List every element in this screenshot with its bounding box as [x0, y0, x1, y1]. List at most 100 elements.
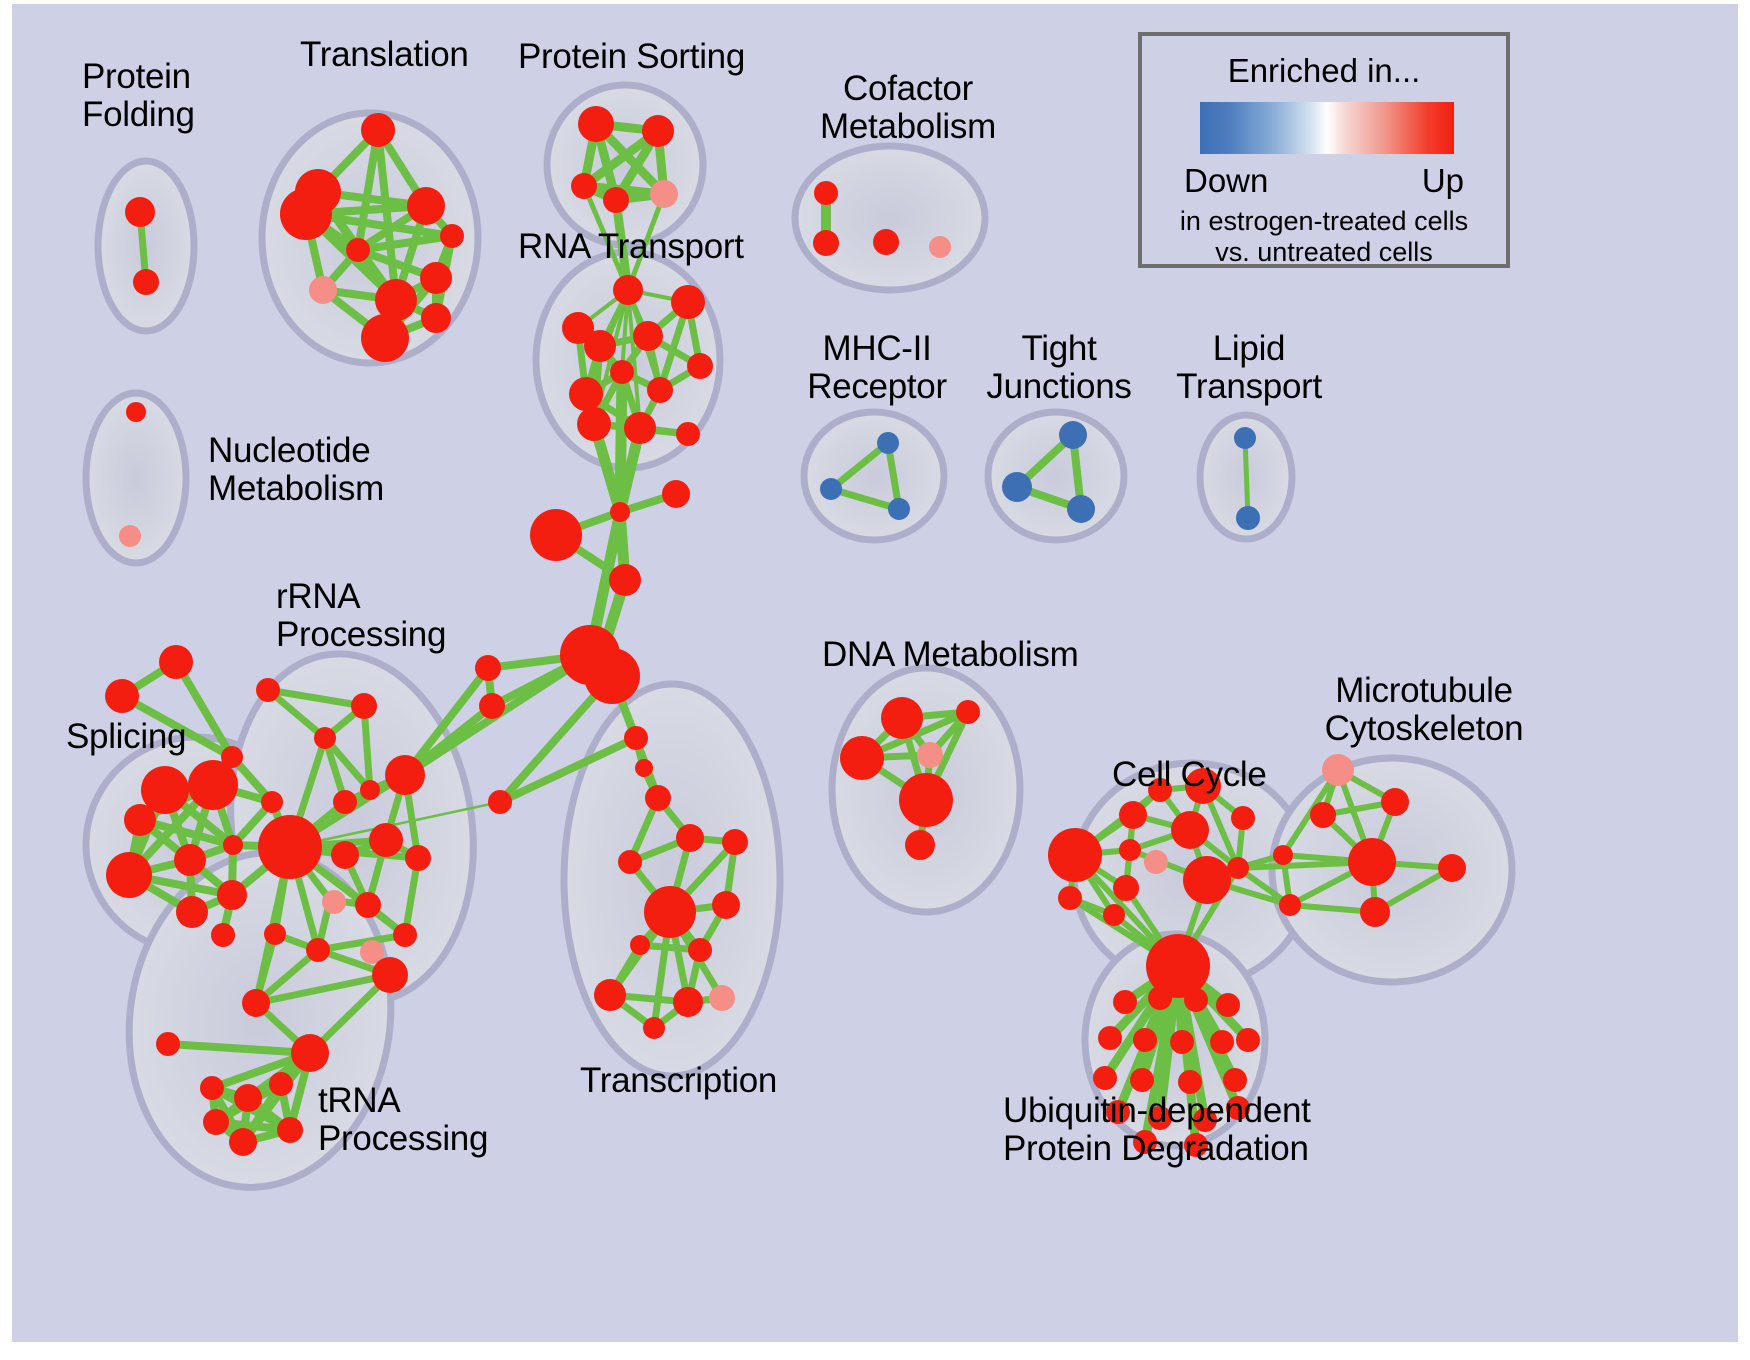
node-up: [261, 791, 283, 813]
node-up: [1133, 1130, 1157, 1154]
node-up: [1148, 1106, 1172, 1130]
node-up: [1193, 1108, 1217, 1132]
edge: [827, 439, 892, 493]
node-up: [956, 700, 980, 724]
node-up: [475, 655, 501, 681]
node-up: [421, 303, 451, 333]
node-up: [643, 1017, 665, 1039]
node-up: [174, 844, 206, 876]
node-up: [234, 1084, 262, 1112]
node-up: [673, 987, 703, 1017]
cluster-label-translation: Translation: [300, 35, 469, 74]
node-up-pale: [650, 180, 678, 208]
node-up: [662, 480, 690, 508]
node-up: [291, 1034, 329, 1072]
cluster-label-ubiquitin: Ubiquitin-dependent Protein Degradation: [1003, 1091, 1311, 1168]
node-up: [712, 891, 740, 919]
node-up: [633, 321, 663, 351]
node-up: [221, 746, 243, 768]
node-up: [571, 173, 597, 199]
node-up: [1146, 934, 1210, 998]
node-up: [1210, 1030, 1234, 1054]
edge: [288, 800, 502, 849]
node-up: [1113, 875, 1139, 901]
node-up: [1103, 904, 1125, 926]
node-up: [1227, 857, 1249, 879]
legend-down-label: Down: [1184, 162, 1269, 199]
node-up: [577, 407, 611, 441]
edge: [252, 971, 394, 1007]
node-up: [1133, 1028, 1157, 1052]
node-up: [203, 1109, 229, 1135]
node-up: [722, 829, 748, 855]
edge: [496, 672, 616, 806]
cluster-label-nucleotide-metabolism: Nucleotide Metabolism: [208, 431, 384, 508]
node-up: [624, 726, 648, 750]
cluster-label-trna-processing: tRNA Processing: [318, 1081, 489, 1158]
node-up: [217, 880, 247, 910]
node-up: [346, 238, 370, 262]
node-down: [1236, 506, 1260, 530]
cluster-label-tight-junctions: Tight Junctions: [986, 329, 1132, 406]
node-up-pale: [1322, 754, 1354, 786]
node-up: [105, 679, 139, 713]
cluster-label-lipid-transport: Lipid Transport: [1176, 329, 1322, 406]
node-up: [1130, 1068, 1154, 1092]
node-up: [1279, 894, 1301, 916]
node-up: [264, 923, 286, 945]
node-up: [351, 693, 377, 719]
node-down: [888, 498, 910, 520]
node-down: [820, 478, 842, 500]
node-up-pale: [309, 276, 337, 304]
node-up: [688, 938, 712, 962]
node-up: [671, 285, 705, 319]
edge: [118, 692, 236, 761]
edge: [354, 232, 456, 254]
node-up: [676, 824, 704, 852]
edge: [401, 854, 422, 939]
node-up: [360, 780, 380, 800]
edge: [321, 734, 374, 794]
node-up: [530, 509, 582, 561]
cluster-label-mhc-ii-receptor: MHC-II Receptor: [807, 329, 947, 406]
node-up: [610, 360, 634, 384]
node-down: [1059, 421, 1087, 449]
cluster-label-protein-folding: Protein Folding: [82, 57, 195, 134]
node-down: [1067, 495, 1095, 523]
node-up: [1098, 1026, 1122, 1050]
cluster-label-cell-cycle: Cell Cycle: [1112, 755, 1267, 794]
node-up: [603, 187, 629, 213]
node-up: [372, 957, 408, 993]
node-down: [1234, 427, 1256, 449]
node-up: [314, 727, 336, 749]
node-up: [584, 330, 616, 362]
node-up: [873, 229, 899, 255]
node-down: [877, 432, 899, 454]
edge: [136, 816, 237, 849]
node-up: [440, 224, 464, 248]
cluster-label-transcription: Transcription: [580, 1061, 778, 1100]
node-up: [1148, 986, 1172, 1010]
node-up: [269, 1072, 293, 1096]
node-up: [609, 564, 641, 596]
node-up: [156, 1032, 180, 1056]
node-up: [642, 115, 674, 147]
hull-nucleotide-metabolism: [82, 389, 190, 567]
node-up: [840, 736, 884, 780]
node-up: [578, 106, 614, 142]
node-up: [814, 181, 838, 205]
node-up: [1048, 828, 1102, 882]
hull-protein-sorting: [543, 81, 707, 249]
node-up: [1184, 1133, 1208, 1157]
node-up-pale: [119, 525, 141, 547]
legend-color-bar: [1200, 102, 1454, 154]
edge: [625, 191, 667, 293]
node-up: [479, 693, 505, 719]
edge: [172, 658, 236, 761]
node-up: [881, 697, 923, 739]
node-up: [488, 790, 512, 814]
node-up: [644, 886, 696, 938]
node-up-pale: [929, 236, 951, 258]
legend-title: Enriched in...: [1227, 52, 1421, 89]
